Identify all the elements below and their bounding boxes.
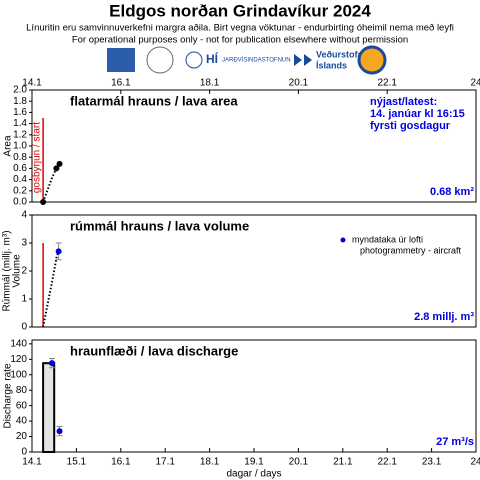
subtitle: For operational purposes only - not for … <box>72 35 408 46</box>
point <box>56 428 63 435</box>
x-tick-label: 22.1 <box>377 78 397 89</box>
x-tick-label: 23.1 <box>422 457 442 468</box>
point <box>56 160 63 167</box>
point <box>48 360 55 367</box>
y-tick-label: 3 <box>21 238 27 249</box>
panel-title: hraunflæði / lava discharge <box>70 343 238 358</box>
x-axis-label: dagar / days <box>226 469 281 480</box>
x-tick-label: 18.1 <box>200 457 220 468</box>
x-tick-label: 16.1 <box>111 457 131 468</box>
legend-marker <box>340 237 346 243</box>
point <box>40 199 47 205</box>
x-tick-label: 15.1 <box>67 457 87 468</box>
logos: HÍ JARÐVÍSINDASTOFNUN Veðurstofa Íslands <box>107 45 387 75</box>
x-tick-label: 14.1 <box>22 78 42 89</box>
logo <box>146 46 174 74</box>
y-tick-label: 4 <box>21 210 27 221</box>
annotation: 14. janúar kl 16:15 <box>370 108 465 120</box>
y-tick-label: 1.8 <box>13 96 27 107</box>
x-tick-label: 19.1 <box>244 457 264 468</box>
y-tick-label: 60 <box>16 400 28 411</box>
start-label: gosbyrjun / start <box>32 122 43 193</box>
y-axis-label: Area <box>3 135 14 157</box>
legend-text: photogrammetry - aircraft <box>360 245 462 255</box>
y-tick-label: 0.8 <box>13 152 27 163</box>
value-text: 0.68 km² <box>430 186 474 198</box>
x-tick-label: 24 <box>470 457 480 468</box>
y-axis-label: Rúmmál (millj. m³) <box>2 230 13 311</box>
panel-title: flatarmál hrauns / lava area <box>70 93 238 108</box>
logo-text: JARÐVÍSINDASTOFNUN <box>222 57 291 64</box>
y-tick-label: 0.6 <box>13 163 27 174</box>
y-tick-label: 0.2 <box>13 185 27 196</box>
subtitle: Línuritin eru samvinnuverkefni margra að… <box>26 23 454 34</box>
panel-title: rúmmál hrauns / lava volume <box>70 218 249 233</box>
logo <box>357 45 387 75</box>
y-tick-label: 0 <box>21 322 27 333</box>
value-text: 27 m³/s <box>436 436 474 448</box>
y-tick-label: 1.2 <box>13 129 27 140</box>
y-tick-label: 100 <box>10 369 27 380</box>
annotation: nýjast/latest: <box>370 96 437 108</box>
x-tick-label: 16.1 <box>111 78 131 89</box>
y-axis-label: Discharge rate <box>3 363 14 428</box>
y-axis-label: Volume <box>12 254 23 288</box>
y-tick-label: 1 <box>21 294 27 305</box>
y-tick-label: 0.0 <box>13 197 27 208</box>
annotation: fyrsti gosdagur <box>370 120 451 132</box>
x-tick-label: 20.1 <box>289 78 309 89</box>
y-tick-label: 2.0 <box>13 85 27 96</box>
y-tick-label: 80 <box>16 385 28 396</box>
value-text: 2.8 millj. m³ <box>414 311 474 323</box>
y-tick-label: 0 <box>21 447 27 458</box>
y-tick-label: 1.6 <box>13 107 27 118</box>
x-tick-label: 18.1 <box>200 78 220 89</box>
x-tick-label: 21.1 <box>333 457 353 468</box>
y-tick-label: 20 <box>16 431 28 442</box>
x-tick-label: 20.1 <box>289 457 309 468</box>
logo <box>294 54 312 66</box>
y-tick-label: 120 <box>10 354 27 365</box>
y-tick-label: 1.4 <box>13 118 27 129</box>
x-tick-label: 22.1 <box>377 457 397 468</box>
point <box>55 248 62 255</box>
logo-text: Veðurstofa <box>316 49 364 59</box>
logo-text: Íslands <box>316 60 347 70</box>
logo <box>185 51 203 69</box>
line <box>42 251 60 328</box>
x-tick-label: 17.1 <box>155 457 175 468</box>
y-tick-label: 2 <box>21 266 27 277</box>
y-tick-label: 40 <box>16 416 28 427</box>
x-tick-label: 14.1 <box>22 457 42 468</box>
x-tick-label: 24 <box>470 78 480 89</box>
legend-text: myndataka úr lofti <box>352 234 423 244</box>
bar <box>42 362 56 454</box>
y-tick-label: 140 <box>10 339 27 350</box>
logo-text: HÍ <box>206 51 219 66</box>
point <box>53 165 60 172</box>
title: Eldgos norðan Grindavíkur 2024 <box>109 1 371 20</box>
y-tick-label: 0.4 <box>13 174 27 185</box>
y-tick-label: 1.0 <box>13 141 27 152</box>
logo <box>107 48 135 72</box>
